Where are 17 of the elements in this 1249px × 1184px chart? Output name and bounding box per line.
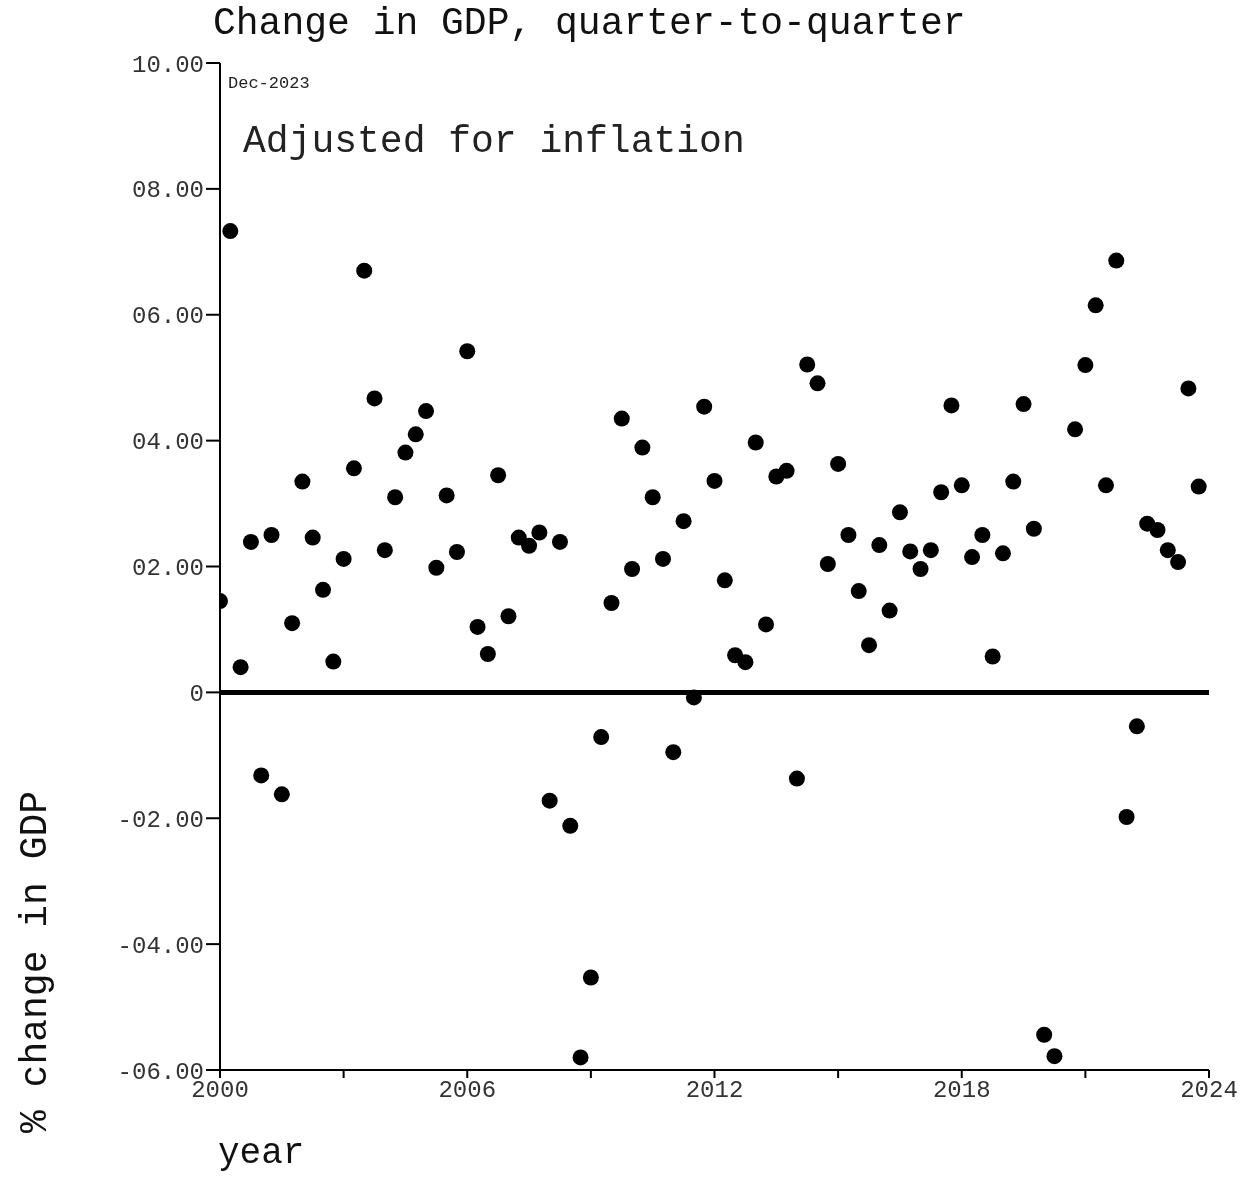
x-axis-title: year <box>218 1133 305 1174</box>
annotation: Dec-2023 <box>228 74 310 93</box>
y-tick-label: -04.00 <box>117 932 204 960</box>
x-tick-label: 2012 <box>685 1077 744 1105</box>
y-tick-label: 08.00 <box>131 177 204 205</box>
y-tick-label: 02.00 <box>131 555 204 583</box>
x-tick-label: 2018 <box>932 1077 991 1105</box>
x-tick-label: 2024 <box>1180 1077 1238 1105</box>
chart-title: Change in GDP, quarter-to-quarter <box>213 2 966 45</box>
y-tick-label: 10.00 <box>131 51 204 79</box>
x-tick-label: 2006 <box>438 1077 497 1105</box>
y-tick-label: 06.00 <box>131 303 204 331</box>
y-axis-title: % change in GDP <box>14 790 57 1133</box>
y-tick-label: 0 <box>189 680 204 708</box>
y-tick-label: -02.00 <box>117 806 204 834</box>
y-tick-label: 04.00 <box>131 429 204 457</box>
annotation: Adjusted for inflation <box>243 120 745 163</box>
